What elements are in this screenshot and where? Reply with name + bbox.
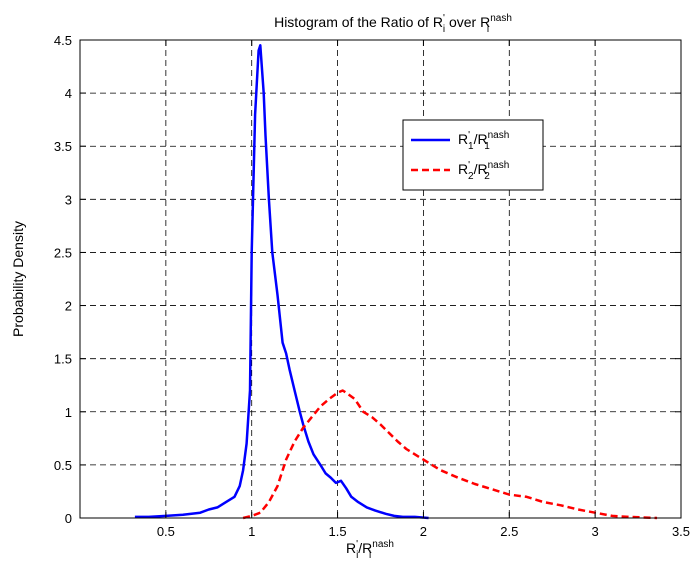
y-tick-label: 2.5 bbox=[54, 245, 72, 260]
y-tick-label: 3 bbox=[65, 192, 72, 207]
legend-1-sup2: nash bbox=[488, 130, 510, 141]
chart-title-mid: over R bbox=[445, 14, 490, 30]
x-tick-label: 3.5 bbox=[672, 524, 690, 539]
legend-2-base: R bbox=[458, 161, 468, 177]
legend-2-sup2: nash bbox=[488, 160, 510, 171]
chart-title-sup1: ' bbox=[443, 13, 445, 24]
x-tick-label: 2.5 bbox=[500, 524, 518, 539]
chart-title-sub2: i bbox=[487, 24, 489, 35]
x-label-sub1: i bbox=[356, 550, 358, 561]
x-tick-label: 3 bbox=[592, 524, 599, 539]
y-tick-label: 4 bbox=[65, 86, 72, 101]
legend-1-sup1: ' bbox=[468, 130, 470, 141]
x-tick-label: 2 bbox=[420, 524, 427, 539]
y-tick-label: 1 bbox=[65, 405, 72, 420]
legend-1-sub1: 1 bbox=[468, 141, 474, 152]
chart-title-sub1: i bbox=[443, 24, 445, 35]
y-tick-label: 3.5 bbox=[54, 139, 72, 154]
x-tick-label: 1 bbox=[248, 524, 255, 539]
legend: R' 1/Rnash 1 R' 2/Rnash 2 bbox=[402, 119, 544, 191]
legend-2-sup1: ' bbox=[468, 160, 470, 171]
legend-2-sub1: 2 bbox=[468, 171, 474, 182]
chart-title-prefix: Histogram of the Ratio of R bbox=[274, 14, 443, 30]
y-axis-label: Probability Density bbox=[10, 221, 26, 337]
grid bbox=[80, 40, 681, 518]
y-tick-label: 1.5 bbox=[54, 352, 72, 367]
x-axis-label: R' i/Rnash i bbox=[346, 539, 394, 561]
y-tick-label: 2 bbox=[65, 299, 72, 314]
x-label-base: R bbox=[346, 540, 356, 556]
x-tick-label: 0.5 bbox=[157, 524, 175, 539]
series-line-2 bbox=[242, 389, 658, 520]
y-tick-label: 0 bbox=[65, 511, 72, 526]
legend-label-series-2: R' 2/Rnash 2 bbox=[458, 160, 509, 182]
legend-box bbox=[402, 119, 544, 191]
y-tick-label: 4.5 bbox=[54, 33, 72, 48]
legend-1-slash: /R bbox=[474, 131, 488, 147]
series-layer bbox=[134, 44, 658, 520]
y-tick-label: 0.5 bbox=[54, 458, 72, 473]
plot-frame bbox=[79, 39, 682, 519]
chart-title: Histogram of the Ratio of R' i over Rnash… bbox=[274, 13, 512, 35]
x-label-sup1: ' bbox=[356, 539, 358, 550]
chart-title-sup2: nash bbox=[490, 13, 512, 24]
series-line-1 bbox=[134, 44, 429, 520]
x-label-slash: /R bbox=[358, 540, 372, 556]
plot-area bbox=[80, 40, 681, 518]
legend-2-slash: /R bbox=[474, 161, 488, 177]
x-label-sub2: i bbox=[369, 550, 371, 561]
x-label-sup2: nash bbox=[372, 539, 394, 550]
legend-1-base: R bbox=[458, 131, 468, 147]
tick-layer: 0.5 1 1.5 2 2.5 3 3.5 0 0.5 1 1.5 2 2.5 3 3.5 4 4.5 bbox=[54, 33, 690, 539]
legend-1-sub2: 1 bbox=[484, 141, 490, 152]
legend-2-sub2: 2 bbox=[484, 171, 490, 182]
legend-label-series-1: R' 1/Rnash 1 bbox=[458, 130, 509, 152]
x-tick-label: 1.5 bbox=[329, 524, 347, 539]
